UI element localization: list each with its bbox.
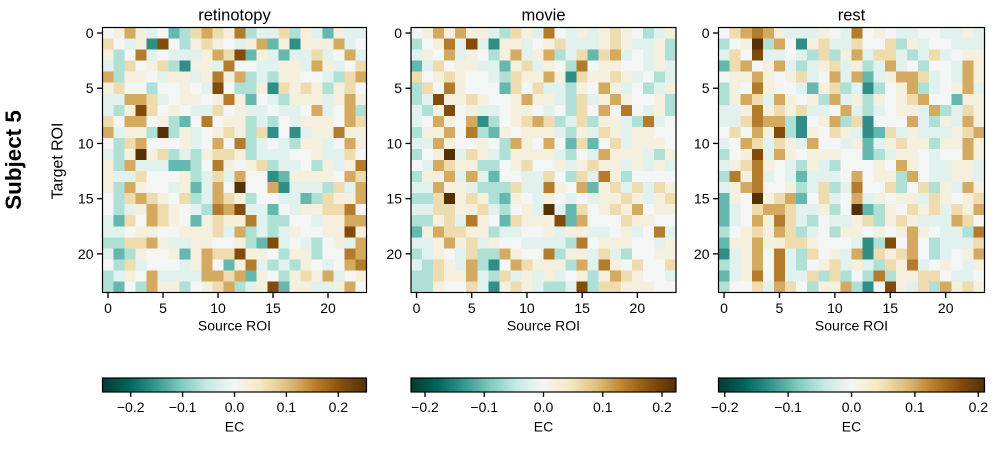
svg-text:0.0: 0.0 — [225, 399, 245, 415]
svg-text:20: 20 — [320, 300, 336, 316]
svg-text:10: 10 — [694, 135, 710, 151]
svg-text:10: 10 — [210, 300, 226, 316]
svg-text:20: 20 — [386, 246, 402, 262]
svg-text:Target ROI: Target ROI — [50, 123, 67, 200]
svg-text:0: 0 — [86, 25, 94, 41]
svg-text:0: 0 — [702, 25, 710, 41]
svg-text:0: 0 — [413, 300, 421, 316]
svg-text:5: 5 — [702, 80, 710, 96]
svg-text:−0.1: −0.1 — [470, 399, 498, 415]
svg-text:15: 15 — [883, 300, 899, 316]
svg-text:0.2: 0.2 — [652, 399, 672, 415]
svg-text:20: 20 — [694, 246, 710, 262]
svg-text:retinotopy: retinotopy — [198, 7, 271, 25]
svg-text:5: 5 — [468, 300, 476, 316]
svg-text:EC: EC — [534, 418, 553, 434]
svg-text:−0.2: −0.2 — [117, 399, 145, 415]
svg-text:Source ROI: Source ROI — [507, 317, 580, 333]
svg-text:EC: EC — [842, 418, 861, 434]
svg-text:EC: EC — [225, 418, 244, 434]
svg-text:20: 20 — [78, 246, 94, 262]
svg-text:0.0: 0.0 — [534, 399, 554, 415]
svg-text:15: 15 — [386, 191, 402, 207]
svg-text:5: 5 — [86, 80, 94, 96]
svg-text:20: 20 — [938, 300, 954, 316]
svg-text:10: 10 — [519, 300, 535, 316]
svg-text:5: 5 — [776, 300, 784, 316]
svg-text:10: 10 — [386, 135, 402, 151]
svg-text:15: 15 — [265, 300, 281, 316]
svg-text:−0.1: −0.1 — [169, 399, 197, 415]
svg-text:Source ROI: Source ROI — [815, 317, 888, 333]
svg-text:15: 15 — [574, 300, 590, 316]
svg-text:0.0: 0.0 — [842, 399, 862, 415]
svg-text:10: 10 — [78, 135, 94, 151]
svg-text:0.2: 0.2 — [329, 399, 349, 415]
svg-text:20: 20 — [630, 300, 646, 316]
svg-text:0.2: 0.2 — [969, 399, 989, 415]
svg-text:15: 15 — [694, 191, 710, 207]
svg-text:0.1: 0.1 — [593, 399, 613, 415]
svg-text:0: 0 — [104, 300, 112, 316]
svg-text:−0.1: −0.1 — [774, 399, 802, 415]
svg-text:0.1: 0.1 — [277, 399, 297, 415]
svg-text:0: 0 — [720, 300, 728, 316]
svg-text:5: 5 — [159, 300, 167, 316]
svg-text:−0.2: −0.2 — [411, 399, 439, 415]
svg-text:Source ROI: Source ROI — [198, 317, 271, 333]
svg-text:15: 15 — [78, 191, 94, 207]
svg-text:movie: movie — [521, 7, 565, 25]
svg-text:rest: rest — [838, 7, 866, 25]
svg-text:−0.2: −0.2 — [711, 399, 739, 415]
svg-text:Subject 5: Subject 5 — [1, 110, 26, 210]
svg-text:5: 5 — [394, 80, 402, 96]
svg-text:0: 0 — [394, 25, 402, 41]
svg-text:10: 10 — [827, 300, 843, 316]
svg-text:0.1: 0.1 — [905, 399, 925, 415]
